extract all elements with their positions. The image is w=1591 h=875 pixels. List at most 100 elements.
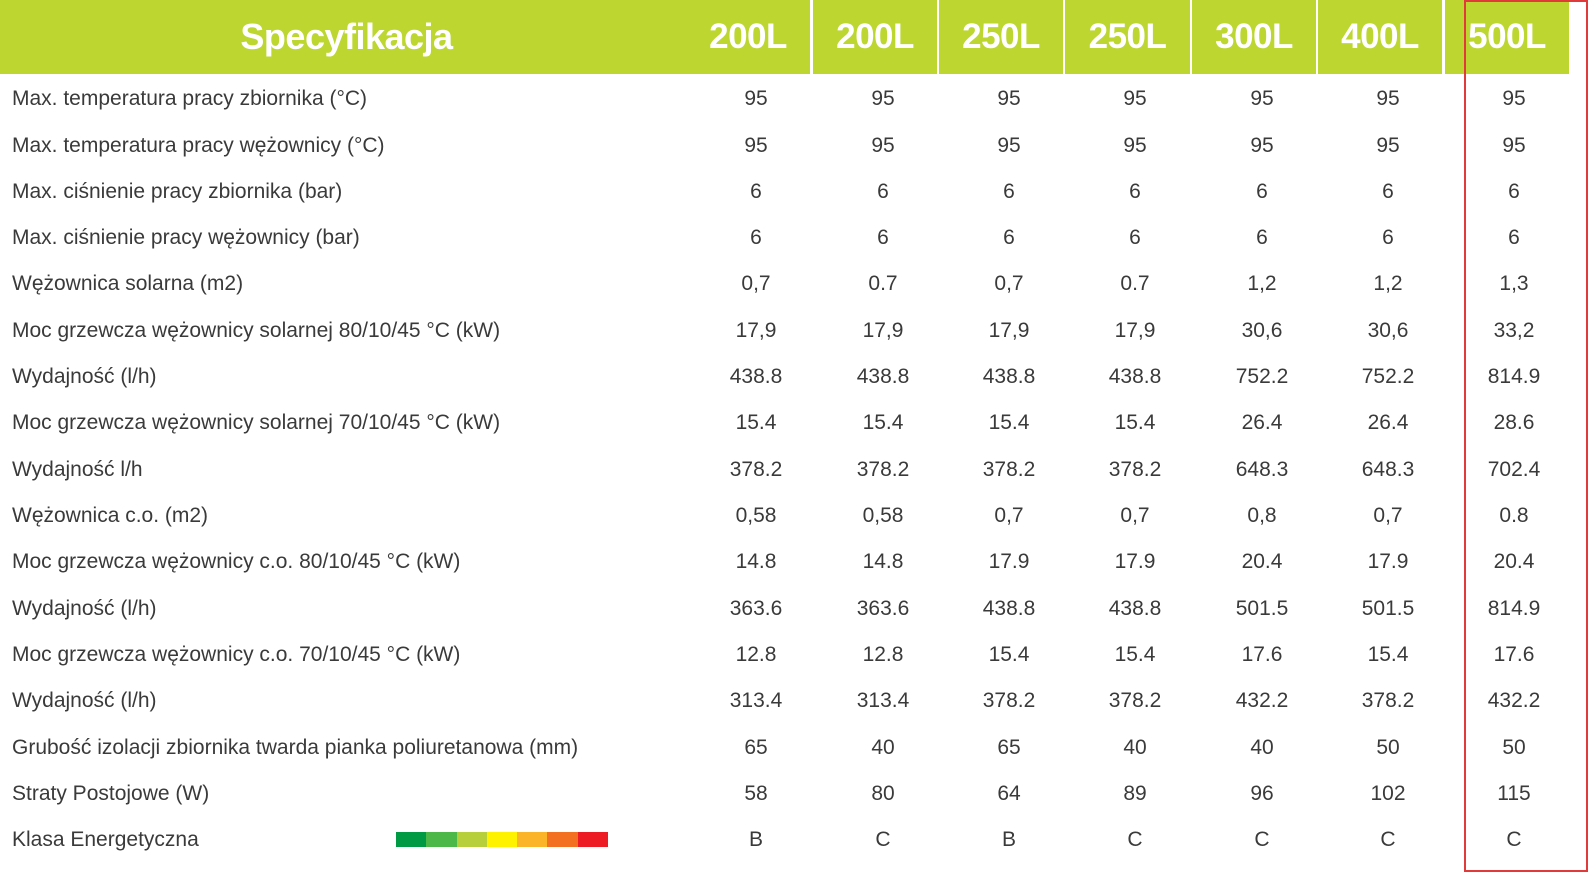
table-cell: 438.8: [1108, 597, 1162, 620]
table-cell: 378.2: [1108, 689, 1162, 712]
table-cell: 89: [1123, 782, 1147, 805]
table-row: Straty Postojowe (W) 58 80 64 89 96 102 115: [0, 770, 1591, 817]
header-column-3: 250L: [1065, 0, 1190, 74]
table-cell: 0,58: [735, 504, 777, 527]
row-label: Max. temperatura pracy wężownicy (°C): [12, 134, 385, 157]
table-cell: 30,6: [1241, 319, 1283, 342]
table-cell: 438.8: [1108, 365, 1162, 388]
row-label: Grubość izolacji zbiornika twarda pianka…: [12, 736, 579, 759]
energy-scale-bar: [396, 832, 608, 847]
header-column-4: 300L: [1192, 0, 1316, 74]
table-cell: 6: [1382, 226, 1394, 249]
table-cell: 6: [1382, 180, 1394, 203]
table-header: Specyfikacja 200L 200L 250L 250L 300L 400L 500…: [0, 0, 1591, 74]
row-label: Max. ciśnienie pracy zbiornika (bar): [12, 180, 343, 203]
table-row: Klasa Energetyczna B C B C C C C: [0, 816, 1591, 863]
table-cell: 15.4: [862, 411, 904, 434]
table-cell: 1,3: [1499, 272, 1529, 295]
table-cell: 814.9: [1487, 597, 1541, 620]
table-cell: 80: [871, 782, 895, 805]
table-cell: 6: [1129, 180, 1141, 203]
energy-scale-segment: [396, 832, 427, 847]
table-cell: 14.8: [735, 550, 777, 573]
row-label: Max. ciśnienie pracy wężownicy (bar): [12, 226, 360, 249]
table-cell: 65: [997, 736, 1021, 759]
table-cell: 26.4: [1367, 411, 1409, 434]
table-cell: 648.3: [1361, 458, 1415, 481]
energy-scale-segment: [426, 832, 457, 847]
table-cell: 17.6: [1241, 643, 1283, 666]
table-cell: 102: [1370, 782, 1406, 805]
table-cell: C: [875, 828, 891, 851]
table-cell: 28.6: [1493, 411, 1535, 434]
table-cell: 432.2: [1487, 689, 1541, 712]
header-column-5: 400L: [1318, 0, 1442, 74]
table-cell: 0,8: [1247, 504, 1277, 527]
table-cell: 17,9: [862, 319, 904, 342]
table-cell: 20.4: [1241, 550, 1283, 573]
table-cell: 752.2: [1361, 365, 1415, 388]
table-cell: 313.4: [729, 689, 783, 712]
row-label: Max. temperatura pracy zbiornika (°C): [12, 87, 368, 110]
table-cell: 17.9: [1367, 550, 1409, 573]
header-column-0: 200L: [686, 0, 810, 74]
row-label: Straty Postojowe (W): [12, 782, 210, 805]
table-cell: 17.9: [988, 550, 1030, 573]
table-cell: 438.8: [856, 365, 910, 388]
row-label: Wydajność (l/h): [12, 597, 157, 620]
table-cell: 65: [744, 736, 768, 759]
table-cell: 26.4: [1241, 411, 1283, 434]
row-label: Moc grzewcza wężownicy solarnej 70/10/45…: [12, 411, 501, 434]
table-cell: 40: [1250, 736, 1274, 759]
table-cell: 95: [997, 134, 1021, 157]
table-row: Grubość izolacji zbiornika twarda pianka…: [0, 724, 1591, 771]
row-label: Klasa Energetyczna: [12, 828, 199, 851]
table-cell: B: [748, 828, 763, 851]
table-cell: 115: [1497, 782, 1531, 805]
table-cell: C: [1254, 828, 1270, 851]
table-cell: 12.8: [862, 643, 904, 666]
table-cell: 6: [750, 180, 762, 203]
table-cell: 95: [1250, 87, 1274, 110]
table-cell: 95: [744, 134, 768, 157]
table-cell: 438.8: [982, 597, 1036, 620]
table-cell: 95: [1250, 134, 1274, 157]
table-cell: 378.2: [856, 458, 910, 481]
table-cell: 12.8: [735, 643, 777, 666]
table-cell: 752.2: [1235, 365, 1289, 388]
table-cell: 15.4: [988, 411, 1030, 434]
table-cell: 95: [871, 87, 895, 110]
table-cell: 15.4: [1114, 643, 1156, 666]
table-cell: 20.4: [1493, 550, 1535, 573]
table-cell: 378.2: [1361, 689, 1415, 712]
row-label: Wydajność (l/h): [12, 689, 157, 712]
row-label: Wężownica c.o. (m2): [12, 504, 209, 527]
table-cell: 95: [1502, 134, 1526, 157]
table-row: Max. temperatura pracy zbiornika (°C) 95 9…: [0, 75, 1591, 122]
table-cell: 6: [1508, 180, 1520, 203]
row-label: Moc grzewcza wężownicy solarnej 80/10/45…: [12, 319, 501, 342]
table-cell: 378.2: [982, 689, 1036, 712]
table-cell: 95: [997, 87, 1021, 110]
table-cell: 0,7: [994, 504, 1024, 527]
table-row: Max. temperatura pracy wężownicy (°C) 95 9…: [0, 122, 1591, 169]
table-cell: 6: [1508, 226, 1520, 249]
table-row: Moc grzewcza wężownicy c.o. 70/10/45 °C …: [0, 631, 1591, 678]
energy-scale-segment: [547, 832, 578, 847]
header-column-6: 500L: [1445, 0, 1569, 74]
table-row: Wydajność l/h 378.2 378.2 378.2 378.2 648.3 64…: [0, 446, 1591, 493]
table-cell: 814.9: [1487, 365, 1541, 388]
table-cell: 0,7: [1373, 504, 1403, 527]
energy-scale-segment: [577, 832, 608, 847]
table-cell: 6: [1003, 180, 1015, 203]
table-row: Wężownica c.o. (m2) 0,58 0,58 0,7 0,7 0,8 0,7 0…: [0, 492, 1591, 539]
table-cell: 30,6: [1367, 319, 1409, 342]
table-row: Max. ciśnienie pracy zbiornika (bar) 6 6 6 6…: [0, 168, 1591, 215]
table-cell: 363.6: [856, 597, 910, 620]
table-cell: 378.2: [1108, 458, 1162, 481]
table-cell: 17.6: [1493, 643, 1535, 666]
header-column-1: 200L: [813, 0, 937, 74]
table-cell: 702.4: [1487, 458, 1541, 481]
table-cell: 17,9: [735, 319, 777, 342]
